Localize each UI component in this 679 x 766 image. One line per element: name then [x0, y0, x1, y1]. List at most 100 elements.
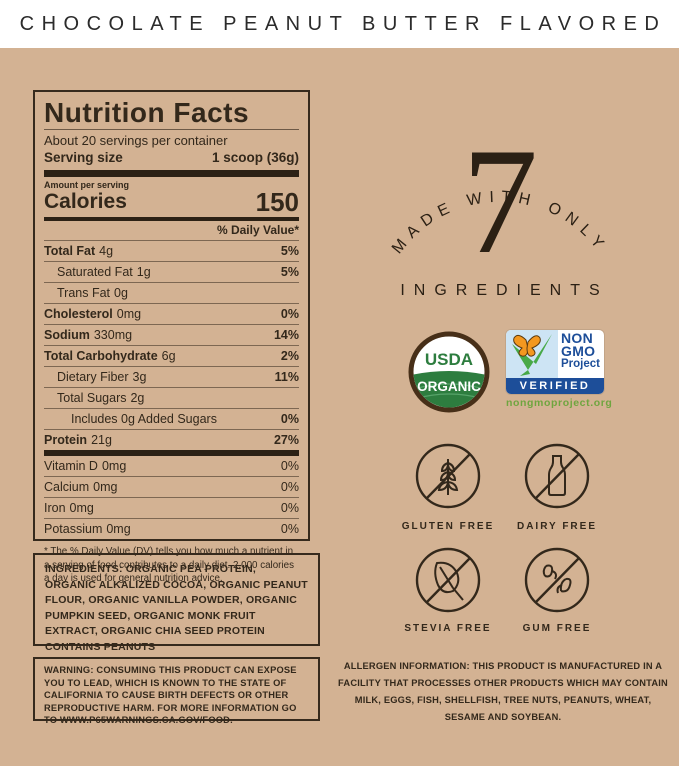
divider — [44, 129, 299, 130]
vitamin-row: Vitamin D 0mg 0% — [44, 456, 299, 476]
nutrient-amount: 6g — [161, 348, 176, 363]
gum-free-icon — [524, 547, 590, 613]
nutrient-dv: 27% — [273, 432, 299, 447]
thick-rule — [44, 217, 299, 221]
vitamin-row: Potassium 0mg 0% — [44, 518, 299, 539]
vitamin-amount: 0mg — [101, 458, 127, 473]
nutrient-amount: 21g — [91, 432, 112, 447]
nutrient-amount: 2g — [130, 390, 145, 405]
vitamin-amount: 0mg — [69, 500, 94, 515]
stevia-free-label: STEVIA FREE — [404, 623, 492, 634]
vitamin-amount: 0mg — [106, 521, 131, 536]
nutrient-amount: 1g — [136, 264, 151, 279]
ingredients-box: INGREDIENTS: ORGANIC PEA PROTEIN, ORGANI… — [33, 553, 320, 653]
nutrient-dv: 0% — [280, 306, 299, 321]
butterfly-check-icon — [512, 334, 552, 376]
vitamin-amount: 0mg — [93, 479, 118, 494]
ingredients-text: INGREDIENTS: ORGANIC PEA PROTEIN, ORGANI… — [45, 563, 308, 637]
vitamin-dv: 0% — [280, 458, 299, 473]
nutrition-title: Nutrition Facts — [44, 97, 250, 128]
non-text: NON — [561, 330, 594, 346]
gluten-free-label: GLUTEN FREE — [401, 521, 495, 532]
usda-text: USDA — [425, 350, 473, 369]
verified-bar: VERIFIED — [506, 378, 604, 394]
nutrient-name: Dietary Fiber — [57, 369, 129, 384]
allergen-info: ALLERGEN INFORMATION: THIS PRODUCT IS MA… — [338, 658, 668, 726]
nutrient-row: Cholesterol 0mg 0% — [44, 303, 299, 324]
gum-free-label: GUM FREE — [522, 623, 592, 634]
vitamin-dv: 0% — [280, 521, 299, 536]
servings-per-container: About 20 servings per container — [44, 133, 228, 148]
made-with-only-arc: MADE WITH ONLY — [389, 189, 604, 258]
organic-text: ORGANIC — [417, 379, 481, 394]
vitamin-dv: 0% — [280, 500, 299, 515]
vitamin-name: Vitamin D — [44, 458, 98, 473]
nutrient-amount: 0mg — [116, 306, 142, 321]
vitamin-name: Calcium — [44, 479, 90, 494]
nutrient-name: Total Sugars — [57, 390, 127, 405]
nutrition-facts-panel: Nutrition Facts About 20 servings per co… — [33, 90, 310, 584]
project-text: Project — [561, 358, 600, 370]
nutrient-row: Dietary Fiber 3g 11% — [44, 366, 299, 387]
vitamin-name: Potassium — [44, 521, 103, 536]
amount-per-serving-label: Amount per serving — [44, 180, 130, 190]
warning-text: WARNING: CONSUMING THIS PRODUCT CAN EXPO… — [44, 665, 297, 725]
nutrient-name: Sodium — [44, 327, 90, 342]
allergen-text: ALLERGEN INFORMATION: THIS PRODUCT IS MA… — [338, 661, 668, 722]
non-gmo-badge: NON GMO Project VERIFIED nongmoproject.o… — [506, 330, 613, 409]
calories-label: Calories — [44, 190, 127, 213]
nutrient-amount: 3g — [132, 369, 147, 384]
ingredients-word: INGREDIENTS — [400, 282, 609, 299]
dairy-free-icon — [524, 443, 590, 509]
nutrient-name: Cholesterol — [44, 306, 113, 321]
nutrient-row: Protein 21g 27% — [44, 429, 299, 450]
nutrient-row: Total Fat 4g 5% — [44, 240, 299, 261]
calories-value: 150 — [255, 187, 299, 217]
nutrient-dv: 0% — [280, 411, 299, 426]
dv-footnote: * The % Daily Value (DV) tells you how m… — [44, 540, 299, 586]
serving-size-label: Serving size — [44, 150, 123, 165]
nutrient-row: Saturated Fat 1g 5% — [44, 261, 299, 282]
serving-size-row: Serving size 1 scoop (36g) — [44, 149, 299, 170]
non-gmo-url: nongmoproject.org — [506, 397, 613, 409]
usda-organic-badge: USDA ORGANIC — [408, 331, 490, 413]
nutrient-amount: 0g — [114, 285, 128, 300]
nutrient-name: Saturated Fat — [57, 264, 133, 279]
nutrient-amount: 4g — [99, 243, 114, 258]
dairy-free-label: DAIRY FREE — [516, 521, 597, 532]
nutrient-amount: 330mg — [93, 327, 133, 342]
nutrient-dv: 11% — [274, 369, 299, 384]
nutrient-row: Includes 0g Added Sugars 0% — [44, 408, 299, 429]
non-gmo-wordmark: NON GMO Project — [561, 330, 600, 370]
nutrient-dv: 14% — [273, 327, 299, 342]
nutrient-row: Total Sugars 2g — [44, 387, 299, 408]
nutrient-name: Protein — [44, 432, 88, 447]
daily-value-header: % Daily Value* — [216, 223, 299, 237]
kraft-background — [0, 48, 679, 766]
nutrient-row: Sodium 330mg 14% — [44, 324, 299, 345]
nutrient-name: Trans Fat — [57, 285, 111, 300]
vitamin-row: Calcium 0mg 0% — [44, 476, 299, 497]
prop65-warning-box: WARNING: CONSUMING THIS PRODUCT CAN EXPO… — [33, 657, 320, 725]
non-gmo-card: NON GMO Project VERIFIED — [506, 330, 604, 394]
gmo-text: GMO — [561, 343, 596, 359]
number-seven: 7 — [462, 117, 538, 285]
thick-rule — [44, 450, 299, 456]
nutrient-name: Total Fat — [44, 243, 96, 258]
vitamin-dv: 0% — [280, 479, 299, 494]
nutrient-name: Total Carbohydrate — [44, 348, 158, 363]
contains-text: CONTAINS PEANUTS — [45, 640, 156, 653]
nutrient-dv: 5% — [280, 264, 299, 279]
thick-rule — [44, 170, 299, 177]
stevia-free-icon — [415, 547, 481, 613]
nutrient-dv: 5% — [280, 243, 299, 258]
vitamin-name: Iron — [44, 500, 66, 515]
flavor-title: CHOCOLATE PEANUT BUTTER FLAVORED — [19, 12, 667, 35]
nutrient-row: Total Carbohydrate 6g 2% — [44, 345, 299, 366]
serving-size-value: 1 scoop (36g) — [211, 150, 299, 165]
nutrient-row: Trans Fat 0g — [44, 282, 299, 303]
nutrient-dv: 2% — [280, 348, 299, 363]
gluten-free-icon — [415, 443, 481, 509]
nutrient-name: Includes 0g Added Sugars — [71, 411, 217, 426]
